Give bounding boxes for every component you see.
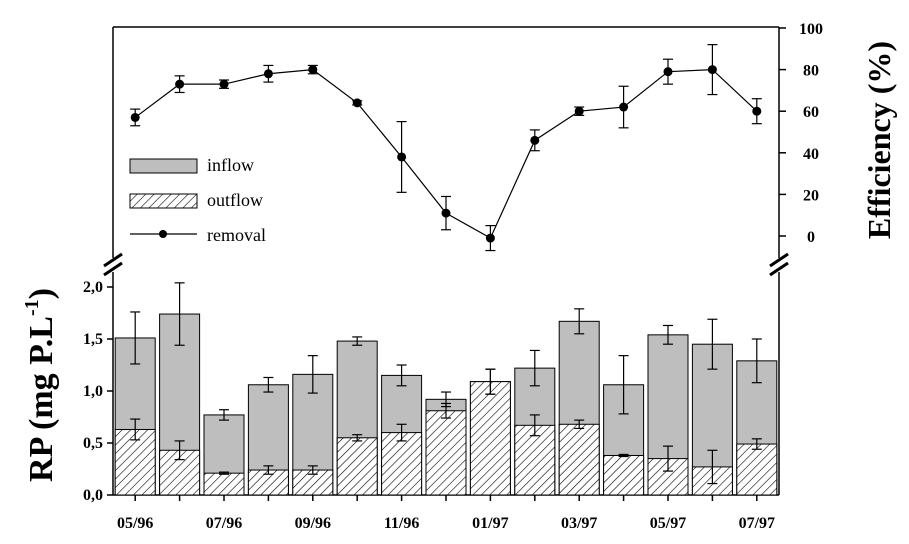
right-y-tick-label: 20	[803, 187, 819, 204]
right-y-tick-label: 100	[799, 21, 823, 38]
tick-group: 0,0 0,5 1,0 1,5 2,0 0 20 40 60 80 100 05/96 07/96 09/…	[83, 21, 823, 532]
outflow-error-bar	[130, 418, 141, 441]
outflow-error-bar	[263, 465, 274, 475]
x-tick-label: 07/96	[206, 515, 242, 532]
removal-point	[130, 112, 140, 122]
inflow-error-bar	[174, 282, 185, 346]
outflow-bar	[425, 410, 467, 496]
outflow-bar	[603, 454, 645, 496]
outflow-error-bar	[707, 449, 718, 485]
legend-inflow-label: inflow	[207, 155, 254, 175]
legend-removal-label: removal	[207, 225, 266, 245]
right-y-tick-label: 40	[803, 146, 819, 163]
outflow-error-bar	[751, 438, 762, 450]
removal-point	[752, 106, 762, 116]
legend-removal-marker	[159, 230, 167, 238]
inflow-error-bar	[574, 308, 585, 335]
outflow-error-bar	[663, 445, 673, 472]
removal-point	[619, 102, 629, 112]
outflow-bar	[247, 469, 289, 496]
x-tick-label: 01/97	[472, 515, 508, 532]
inflow-error-bar	[219, 409, 229, 421]
legend-inflow-swatch	[129, 158, 198, 174]
outflow-error-bar	[174, 440, 185, 461]
inflow-error-bar	[263, 376, 274, 393]
left-y-tick-label: 1,5	[83, 331, 103, 348]
left-y-tick-label: 2,0	[83, 279, 103, 296]
outflow-bar	[647, 458, 689, 496]
outflow-bar	[203, 472, 245, 496]
x-tick-label: 11/96	[384, 515, 420, 532]
outflow-error-bar	[396, 423, 407, 442]
x-tick-label: 09/96	[295, 515, 331, 532]
removal-point	[175, 79, 185, 89]
outflow-error-bar	[485, 368, 496, 395]
removal-point	[663, 67, 673, 77]
outflow-bar	[336, 437, 378, 496]
legend: inflow outflow removal	[129, 155, 266, 245]
outflow-error-bar	[529, 414, 540, 437]
outflow-bar	[558, 423, 600, 496]
inflow-error-bar	[529, 349, 540, 387]
legend-outflow-swatch	[129, 193, 198, 209]
right-y-tick-label: 80	[803, 63, 819, 80]
removal-point	[441, 208, 451, 218]
right-y-tick-label: 0	[807, 229, 815, 246]
outflow-error-bar	[441, 402, 451, 419]
outflow-error-bar	[352, 434, 363, 442]
outflow-error-bar	[307, 465, 318, 475]
y-axis-title-left: RP (mg P.L-1)	[21, 288, 60, 482]
removal-point	[485, 233, 495, 243]
removal-point	[352, 98, 362, 108]
left-y-tick-label: 0,0	[83, 487, 103, 504]
inflow-error-bar	[751, 338, 762, 384]
outflow-bar	[736, 443, 778, 496]
y-axis-title-right: Efficiency (%)	[861, 41, 897, 239]
inflow-error-bar	[352, 336, 363, 346]
removal-point	[397, 152, 407, 162]
left-y-tick-label: 0,5	[83, 435, 103, 452]
outflow-error-bar	[219, 471, 229, 475]
bar-series-group	[114, 282, 778, 496]
x-tick-label: 05/96	[117, 515, 153, 532]
removal-point	[707, 65, 717, 75]
inflow-error-bar	[618, 355, 629, 415]
removal-point	[219, 79, 229, 89]
removal-series-group	[130, 44, 762, 252]
x-tick-label: 05/97	[650, 515, 686, 532]
right-axis-break	[769, 252, 789, 277]
left-axis-break	[103, 252, 123, 277]
outflow-bar	[514, 424, 556, 496]
outflow-error-bar	[618, 453, 629, 458]
outflow-bar	[381, 432, 423, 496]
removal-point	[530, 135, 540, 145]
x-tick-label: 03/97	[561, 515, 597, 532]
outflow-error-bar	[574, 419, 585, 430]
removal-point	[308, 65, 318, 75]
inflow-error-bar	[307, 355, 318, 394]
right-y-tick-label: 60	[803, 104, 819, 121]
x-tick-label: 07/97	[739, 515, 775, 532]
inflow-error-bar	[663, 324, 673, 345]
left-y-tick-label: 1,0	[83, 383, 103, 400]
inflow-error-bar	[707, 318, 718, 370]
legend-outflow-label: outflow	[207, 190, 263, 210]
removal-point	[574, 106, 584, 116]
outflow-bar	[469, 381, 511, 496]
removal-point	[263, 69, 273, 79]
inflow-error-bar	[396, 364, 407, 387]
inflow-error-bar	[130, 311, 141, 365]
